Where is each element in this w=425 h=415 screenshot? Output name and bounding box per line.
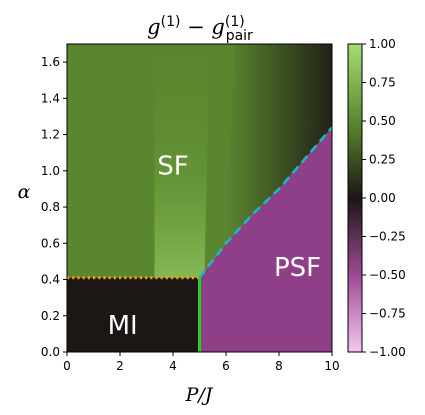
colorbar-tick-label: −1.00 bbox=[369, 345, 406, 359]
y-axis-label: α bbox=[18, 181, 31, 203]
colorbar-tick-label: −0.50 bbox=[369, 268, 406, 282]
y-tick-label: 1.4 bbox=[41, 91, 60, 105]
y-axis: 0.0 0.2 0.4 0.6 0.8 1.0 1.2 1.4 1.6 bbox=[41, 55, 67, 359]
psf-region bbox=[199, 127, 332, 352]
colorbar-tick-label: 0.25 bbox=[369, 153, 396, 167]
sf-glow bbox=[154, 44, 210, 278]
sf-dark-edge bbox=[226, 44, 332, 244]
colorbar-axis: 1.00 0.75 0.50 0.25 0.00 −0.25 −0.50 −0.75 −1.00 bbox=[362, 37, 406, 359]
x-axis: 0 2 4 6 8 10 bbox=[63, 352, 340, 373]
plot-frame bbox=[66, 43, 333, 353]
y-tick-label: 0.8 bbox=[41, 200, 60, 214]
y-tick-label: 0.6 bbox=[41, 236, 60, 250]
x-tick-label: 2 bbox=[116, 359, 124, 373]
colorbar-tick-label: 0.00 bbox=[369, 191, 396, 205]
x-tick-label: 6 bbox=[222, 359, 230, 373]
y-tick-label: 0.0 bbox=[41, 345, 60, 359]
y-tick-label: 0.2 bbox=[41, 309, 60, 323]
x-axis-label: P/J bbox=[185, 384, 214, 406]
y-tick-label: 1.0 bbox=[41, 164, 60, 178]
region-label-psf: PSF bbox=[274, 253, 321, 283]
colorbar-tick-label: −0.25 bbox=[369, 230, 406, 244]
region-label-sf: SF bbox=[157, 151, 188, 181]
heatmap-plot bbox=[67, 44, 332, 352]
colorbar bbox=[347, 43, 363, 353]
colorbar-tick-label: 0.75 bbox=[369, 76, 396, 90]
colorbar-tick-label: −0.75 bbox=[369, 307, 406, 321]
colorbar-tick-label: 0.50 bbox=[369, 114, 396, 128]
region-label-mi: MI bbox=[108, 311, 138, 341]
x-tick-label: 4 bbox=[169, 359, 177, 373]
y-tick-label: 1.2 bbox=[41, 128, 60, 142]
region-labels: SF PSF MI bbox=[108, 151, 322, 340]
x-tick-label: 0 bbox=[63, 359, 71, 373]
y-tick-label: 0.4 bbox=[41, 273, 60, 287]
mi-region bbox=[67, 277, 200, 352]
x-tick-label: 8 bbox=[275, 359, 283, 373]
sf-psf-boundary bbox=[198, 126, 332, 279]
x-tick-label: 10 bbox=[324, 359, 339, 373]
y-tick-label: 1.6 bbox=[41, 55, 60, 69]
colorbar-tick-label: 1.00 bbox=[369, 37, 396, 51]
chart-title: g(1) − g(1) pair bbox=[147, 14, 253, 44]
